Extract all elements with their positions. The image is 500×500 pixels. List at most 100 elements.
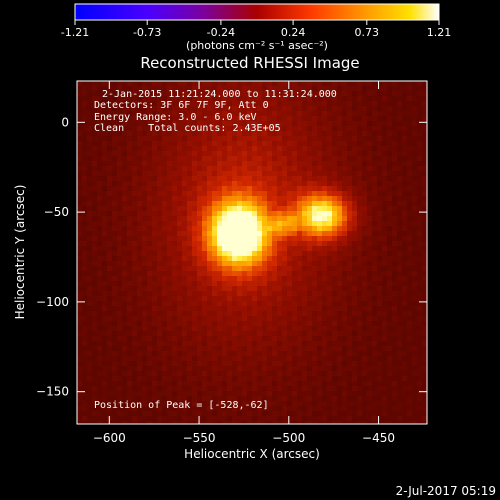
heatmap-cell (167, 111, 172, 116)
heatmap-cell (247, 301, 252, 306)
heatmap-cell (312, 166, 317, 171)
heatmap-cell (392, 181, 397, 186)
heatmap-cell (387, 371, 392, 376)
heatmap-cell (97, 266, 102, 271)
heatmap-cell (377, 91, 382, 96)
heatmap-cell (287, 111, 292, 116)
heatmap-cell (97, 151, 102, 156)
heatmap-cell (317, 206, 322, 211)
heatmap-cell (302, 296, 307, 301)
heatmap-cell (187, 241, 192, 246)
heatmap-cell (422, 161, 427, 166)
heatmap-cell (252, 201, 257, 206)
heatmap-cell (292, 291, 297, 296)
heatmap-cell (107, 406, 112, 411)
heatmap-cell (422, 141, 427, 146)
heatmap-cell (177, 396, 182, 401)
heatmap-cell (312, 276, 317, 281)
heatmap-cell (377, 261, 382, 266)
heatmap-cell (347, 216, 352, 221)
heatmap-cell (187, 316, 192, 321)
heatmap-cell (277, 221, 282, 226)
heatmap-cell (117, 226, 122, 231)
heatmap-cell (262, 201, 267, 206)
heatmap-cell (397, 186, 402, 191)
heatmap-cell (297, 256, 302, 261)
heatmap-cell (342, 131, 347, 136)
heatmap-cell (142, 116, 147, 121)
heatmap-cell (377, 206, 382, 211)
heatmap-cell (207, 276, 212, 281)
heatmap-cell (102, 151, 107, 156)
heatmap-cell (272, 241, 277, 246)
heatmap-cell (392, 376, 397, 381)
heatmap-cell (302, 286, 307, 291)
heatmap-cell (87, 151, 92, 156)
heatmap-cell (207, 376, 212, 381)
heatmap-cell (257, 221, 262, 226)
heatmap-cell (357, 101, 362, 106)
heatmap-cell (247, 216, 252, 221)
heatmap-cell (162, 131, 167, 136)
heatmap-cell (387, 316, 392, 321)
heatmap-cell (177, 421, 182, 424)
heatmap-cell (332, 106, 337, 111)
heatmap-cell (112, 281, 117, 286)
heatmap-cell (287, 366, 292, 371)
heatmap-cell (107, 206, 112, 211)
heatmap-cell (422, 251, 427, 256)
heatmap-cell (362, 221, 367, 226)
heatmap-cell (222, 326, 227, 331)
heatmap-cell (312, 146, 317, 151)
heatmap-cell (352, 181, 357, 186)
heatmap-cell (172, 241, 177, 246)
heatmap-cell (377, 116, 382, 121)
heatmap-cell (217, 266, 222, 271)
heatmap-cell (282, 186, 287, 191)
heatmap-cell (352, 261, 357, 266)
heatmap-cell (267, 346, 272, 351)
heatmap-cell (152, 276, 157, 281)
heatmap-cell (407, 216, 412, 221)
heatmap-cell (137, 406, 142, 411)
heatmap-cell (272, 126, 277, 131)
heatmap-cell (372, 236, 377, 241)
heatmap-cell (342, 251, 347, 256)
heatmap-cell (172, 106, 177, 111)
heatmap-cell (377, 106, 382, 111)
heatmap-cell (242, 131, 247, 136)
heatmap-cell (267, 166, 272, 171)
heatmap-cell (382, 401, 387, 406)
heatmap-cell (162, 96, 167, 101)
heatmap-cell (237, 381, 242, 386)
heatmap-cell (257, 161, 262, 166)
heatmap-cell (287, 406, 292, 411)
heatmap-cell (327, 126, 332, 131)
heatmap-cell (117, 376, 122, 381)
heatmap-cell (197, 156, 202, 161)
heatmap-cell (322, 126, 327, 131)
heatmap-cell (302, 291, 307, 296)
heatmap-cell (102, 346, 107, 351)
heatmap-cell (237, 311, 242, 316)
heatmap-cell (402, 136, 407, 141)
heatmap-cell (252, 301, 257, 306)
heatmap-cell (337, 401, 342, 406)
heatmap-cell (207, 146, 212, 151)
heatmap-cell (372, 246, 377, 251)
heatmap-cell (182, 286, 187, 291)
heatmap-cell (102, 226, 107, 231)
heatmap-cell (397, 141, 402, 146)
heatmap-cell (402, 211, 407, 216)
heatmap-cell (187, 176, 192, 181)
heatmap-cell (267, 281, 272, 286)
heatmap-cell (97, 356, 102, 361)
heatmap-cell (87, 146, 92, 151)
heatmap-cell (367, 206, 372, 211)
heatmap-cell (322, 221, 327, 226)
heatmap-cell (122, 221, 127, 226)
heatmap-cell (312, 261, 317, 266)
heatmap-cell (387, 106, 392, 111)
heatmap-cell (232, 191, 237, 196)
heatmap-cell (382, 391, 387, 396)
